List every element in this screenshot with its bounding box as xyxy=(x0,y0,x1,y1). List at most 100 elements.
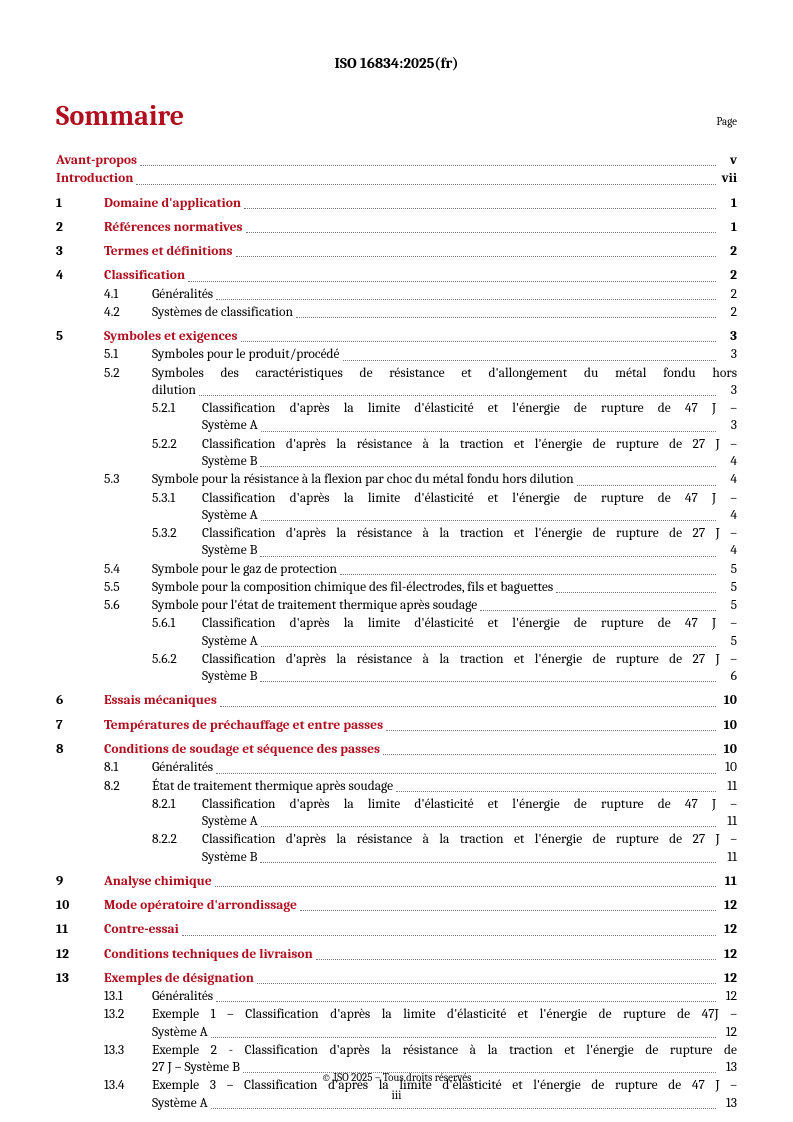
toc-leader xyxy=(188,281,716,282)
toc-entry: 8.2.1Classification d'après la limite d'… xyxy=(152,796,737,831)
toc-entry-title-cont: Système B xyxy=(202,542,257,559)
toc-leader xyxy=(246,232,717,233)
toc-entry-title: Symboles pour le produit/procédé xyxy=(152,346,340,363)
toc-leader xyxy=(316,959,716,960)
toc-entry[interactable]: 8Conditions de soudage et séquence des p… xyxy=(56,741,737,758)
toc-entry-page: 2 xyxy=(719,304,737,321)
toc-entry[interactable]: 11Contre-essai12 xyxy=(56,921,737,938)
toc-leader xyxy=(241,341,716,342)
toc-entry[interactable]: 1Domaine d'application1 xyxy=(56,195,737,212)
toc-leader xyxy=(136,184,716,185)
toc-entry-page: 2 xyxy=(719,243,737,260)
toc-leader xyxy=(236,256,716,257)
toc-entry-title: Symboles et exigences xyxy=(104,328,238,345)
toc-entry[interactable]: 4Classification2 xyxy=(56,267,737,284)
toc-entry-number: 8.1 xyxy=(104,759,152,776)
toc-entry-title: Généralités xyxy=(152,988,213,1005)
toc-entry[interactable]: 6Essais mécaniques10 xyxy=(56,692,737,709)
footer-copyright: © ISO 2025 – Tous droits réservés xyxy=(0,1071,793,1084)
toc-entry-title: Classification d'après la limite d'élast… xyxy=(202,490,737,507)
toc-entry-title: Symbole pour la composition chimique des… xyxy=(152,579,553,596)
toc-leader xyxy=(211,1037,716,1038)
toc-entry[interactable]: Introduction vii xyxy=(56,170,737,187)
toc-leader xyxy=(182,935,716,936)
toc-entry-number: 4.2 xyxy=(104,304,152,321)
toc-entry[interactable]: 10Mode opératoire d'arrondissage12 xyxy=(56,897,737,914)
toc-entry-page: 11 xyxy=(719,849,737,866)
toc-entry: 13.2Exemple 1 – Classification d'après l… xyxy=(104,1006,737,1041)
toc-entry-title: Classification d'après la résistance à l… xyxy=(202,436,737,453)
toc-leader xyxy=(340,574,716,575)
toc-entry-title: Classification d'après la limite d'élast… xyxy=(202,796,737,813)
toc-entry[interactable]: Avant-proposv xyxy=(56,152,737,169)
toc-entry-page: 4 xyxy=(719,507,737,524)
title-row: Sommaire Page xyxy=(56,100,737,132)
toc-entry: 8.2.2Classification d'après la résistanc… xyxy=(152,831,737,866)
toc-entry-title-cont: Système A xyxy=(202,813,258,830)
toc-leader xyxy=(296,317,716,318)
toc-entry-title: Exemple 1 – Classification d'après la li… xyxy=(152,1006,737,1023)
toc-leader xyxy=(300,910,716,911)
toc-entry-number: 2 xyxy=(56,219,104,236)
toc-entry: 5.6.1Classification d'après la limite d'… xyxy=(152,615,737,650)
toc-entry-number: 6 xyxy=(56,692,104,709)
toc-entry-title: Généralités xyxy=(152,759,213,776)
toc-entry-title-cont: Système A xyxy=(202,417,258,434)
toc-leader xyxy=(216,773,716,774)
toc-leader xyxy=(383,754,716,755)
toc-leader xyxy=(577,485,716,486)
toc-entry-title: Classification d'après la limite d'élast… xyxy=(202,400,737,417)
toc-leader xyxy=(257,983,716,984)
toc-entry[interactable]: 7Températures de préchauffage et entre p… xyxy=(56,717,737,734)
toc-entry-title: Conditions de soudage et séquence des pa… xyxy=(104,741,380,758)
toc-leader xyxy=(199,395,716,396)
toc-leader xyxy=(140,165,716,166)
toc-entry-title: Classification d'après la résistance à l… xyxy=(202,831,737,848)
toc-entry: 5.1Symboles pour le produit/procédé3 xyxy=(104,346,737,363)
toc-entry: 5.4Symbole pour le gaz de protection5 xyxy=(104,561,737,578)
document-header: ISO 16834:2025(fr) xyxy=(56,54,737,72)
toc-entry-page: vii xyxy=(719,170,737,187)
toc-entry-title-cont: Système A xyxy=(152,1024,208,1041)
toc-entry-title: Symbole pour la résistance à la flexion … xyxy=(152,471,574,488)
toc-entry-title: Systèmes de classification xyxy=(152,304,293,321)
toc-entry-page: 11 xyxy=(719,813,737,830)
toc-leader xyxy=(480,610,716,611)
toc-entry-page: 1 xyxy=(719,195,737,212)
toc-entry-title-cont: Système A xyxy=(202,507,258,524)
toc-entry-number: 10 xyxy=(56,897,104,914)
toc-entry-number: 7 xyxy=(56,717,104,734)
toc-entry-title: Classification d'après la résistance à l… xyxy=(202,651,737,668)
toc-entry-number: 13.1 xyxy=(104,988,152,1005)
toc-entry[interactable]: 2Références normatives1 xyxy=(56,219,737,236)
toc-entry: 5.3Symbole pour la résistance à la flexi… xyxy=(104,471,737,488)
toc-entry-number: 11 xyxy=(56,921,104,938)
toc-entry[interactable]: 5Symboles et exigences3 xyxy=(56,328,737,345)
toc-entry-title: Introduction xyxy=(56,170,133,187)
toc-leader xyxy=(556,592,716,593)
toc-entry: 5.3.1Classification d'après la limite d'… xyxy=(152,490,737,525)
toc-leader xyxy=(261,826,716,827)
toc-entry-title: Analyse chimique xyxy=(104,873,212,890)
toc-entry-title: Classification d'après la limite d'élast… xyxy=(202,615,737,632)
toc-leader xyxy=(216,1001,716,1002)
toc-entry[interactable]: 12Conditions techniques de livraison12 xyxy=(56,946,737,963)
toc-entry-page: 12 xyxy=(719,946,737,963)
toc-entry-page: 2 xyxy=(719,267,737,284)
footer-page-number: iii xyxy=(0,1088,793,1102)
toc-entry[interactable]: 9Analyse chimique11 xyxy=(56,873,737,890)
toc-entry: 5.6Symbole pour l'état de traitement the… xyxy=(104,597,737,614)
toc-entry-page: 4 xyxy=(719,453,737,470)
toc-entry-title: Classification d'après la résistance à l… xyxy=(202,525,737,542)
toc-entry[interactable]: 13Exemples de désignation12 xyxy=(56,970,737,987)
toc-entry-number: 5.1 xyxy=(104,346,152,363)
toc-leader xyxy=(215,886,716,887)
toc-entry-page: 10 xyxy=(719,717,737,734)
toc-entry-number: 5.2.1 xyxy=(152,400,202,435)
toc-entry: 5.5Symbole pour la composition chimique … xyxy=(104,579,737,596)
toc-entry-title: Termes et définitions xyxy=(104,243,233,260)
toc-entry: 5.2Symboles des caractéristiques de rési… xyxy=(104,365,737,400)
toc-entry[interactable]: 3Termes et définitions2 xyxy=(56,243,737,260)
toc-leader xyxy=(211,1108,716,1109)
toc-leader xyxy=(261,646,716,647)
